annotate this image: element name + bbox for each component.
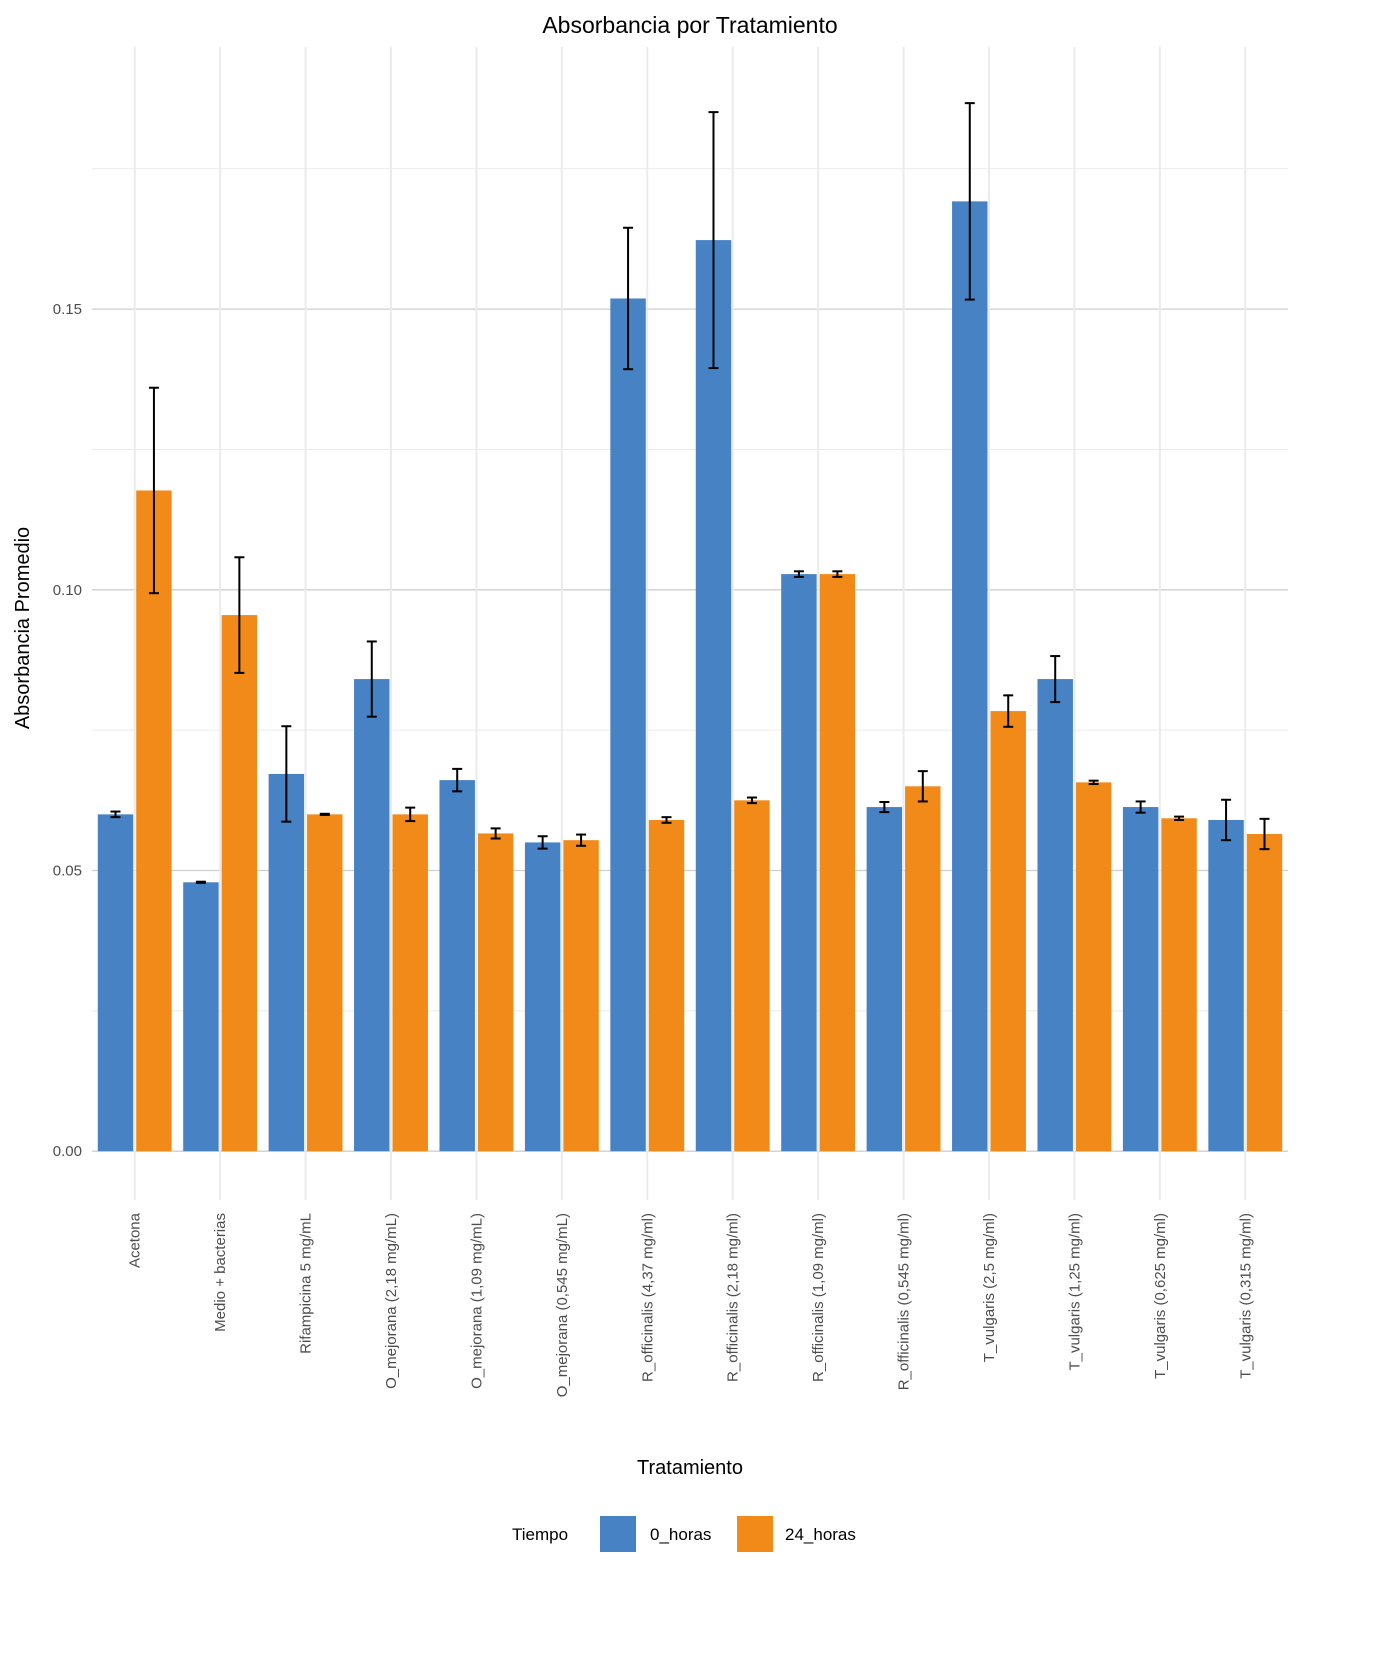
bar-0-horas — [354, 679, 390, 1152]
error-bars — [110, 102, 1270, 884]
bar-24-horas — [1161, 818, 1197, 1152]
legend-key-0-horas — [600, 1516, 636, 1552]
bar-24-horas — [221, 615, 258, 1152]
y-tick-label: 0.10 — [53, 582, 82, 599]
bar-24-horas — [307, 814, 343, 1152]
y-axis-ticks: 0.00 0.05 0.10 0.15 — [53, 301, 82, 1160]
y-tick-label: 0.00 — [53, 1143, 82, 1160]
error-bar — [746, 796, 757, 805]
bar-0-horas — [1122, 807, 1159, 1152]
y-tick-label: 0.15 — [53, 301, 82, 318]
x-tick-label: T_vulgaris (0,315 mg/ml) — [1237, 1213, 1254, 1379]
error-bar — [1003, 694, 1014, 728]
error-bar — [708, 111, 719, 370]
bar-24-horas — [1075, 782, 1112, 1152]
bar-24-horas — [392, 814, 428, 1152]
error-bar — [234, 556, 245, 674]
bar-24-horas — [734, 800, 770, 1152]
bar-24-horas — [648, 819, 685, 1152]
bar-24-horas — [819, 574, 856, 1152]
error-bar — [1050, 655, 1061, 704]
legend-label-0-horas: 0_horas — [650, 1525, 711, 1544]
bar-0-horas — [695, 240, 732, 1152]
error-bar — [1088, 779, 1099, 786]
error-bar — [148, 386, 159, 595]
error-bar — [452, 767, 463, 793]
error-bar — [1135, 800, 1146, 814]
bar-0-horas — [1037, 679, 1073, 1152]
x-tick-label: O_mejorana (0,545 mg/mL) — [554, 1213, 571, 1397]
error-bar — [793, 570, 804, 578]
bar-24-horas — [1246, 834, 1283, 1152]
x-axis-ticks: Acetona Medio + bacterias Rifampicina 5 mg… — [127, 1212, 1255, 1397]
x-tick-label: R_officinalis (1,09 mg/ml) — [810, 1213, 827, 1382]
x-axis-title: Tratamiento — [637, 1457, 743, 1479]
error-bar — [832, 570, 843, 578]
legend-title: Tiempo — [512, 1525, 568, 1544]
error-bar — [1259, 817, 1270, 851]
error-bar — [879, 801, 890, 814]
chart-title: Absorbancia por Tratamiento — [542, 12, 837, 38]
x-tick-label: T_vulgaris (2,5 mg/ml) — [981, 1213, 998, 1362]
error-bar — [281, 725, 292, 823]
x-tick-label: R_officinalis (2,18 mg/ml) — [725, 1213, 742, 1382]
bar-0-horas — [97, 814, 134, 1152]
bar-24-horas — [477, 833, 514, 1152]
x-tick-label: Medio + bacterias — [212, 1213, 229, 1332]
bar-0-horas — [268, 773, 305, 1152]
x-tick-label: R_officinalis (0,545 mg/ml) — [896, 1213, 913, 1390]
error-bar — [661, 816, 672, 824]
bar-0-horas — [524, 842, 561, 1152]
bar-0-horas — [1208, 819, 1244, 1152]
bar-0-horas — [183, 882, 219, 1152]
x-tick-label: T_vulgaris (1,25 mg/ml) — [1066, 1213, 1083, 1371]
error-bar — [110, 810, 121, 819]
bar-24-horas — [905, 786, 941, 1152]
bar-0-horas — [781, 574, 817, 1152]
x-tick-label: R_officinalis (4,37 mg/ml) — [639, 1213, 656, 1382]
bars — [97, 201, 1283, 1152]
x-tick-label: Acetona — [127, 1212, 144, 1268]
error-bar — [964, 102, 975, 301]
y-axis-title: Absorbancia Promedio — [12, 527, 34, 729]
error-bar — [623, 226, 634, 371]
bar-24-horas — [136, 490, 172, 1152]
error-bar — [195, 880, 206, 884]
x-tick-label: O_mejorana (1,09 mg/mL) — [468, 1213, 485, 1389]
error-bar — [537, 835, 548, 850]
bar-0-horas — [866, 807, 903, 1152]
x-tick-label: T_vulgaris (0,625 mg/ml) — [1152, 1213, 1169, 1379]
error-bar — [405, 806, 416, 823]
x-tick-label: O_mejorana (2,18 mg/mL) — [383, 1213, 400, 1389]
legend-label-24-horas: 24_horas — [785, 1525, 856, 1544]
bar-0-horas — [610, 298, 646, 1152]
error-bar — [319, 812, 330, 816]
error-bar — [917, 770, 928, 803]
error-bar — [490, 827, 501, 840]
error-bar — [576, 833, 587, 847]
bar-24-horas — [563, 840, 599, 1152]
bar-0-horas — [952, 201, 988, 1152]
legend: Tiempo 0_horas 24_horas — [512, 1516, 856, 1552]
x-tick-label: Rifampicina 5 mg/mL — [298, 1213, 315, 1354]
bar-24-horas — [990, 711, 1026, 1152]
y-tick-label: 0.05 — [53, 862, 82, 879]
error-bar — [1221, 798, 1232, 842]
error-bar — [1174, 815, 1185, 821]
legend-key-24-horas — [737, 1516, 773, 1552]
bar-0-horas — [439, 780, 475, 1152]
error-bar — [366, 640, 377, 718]
